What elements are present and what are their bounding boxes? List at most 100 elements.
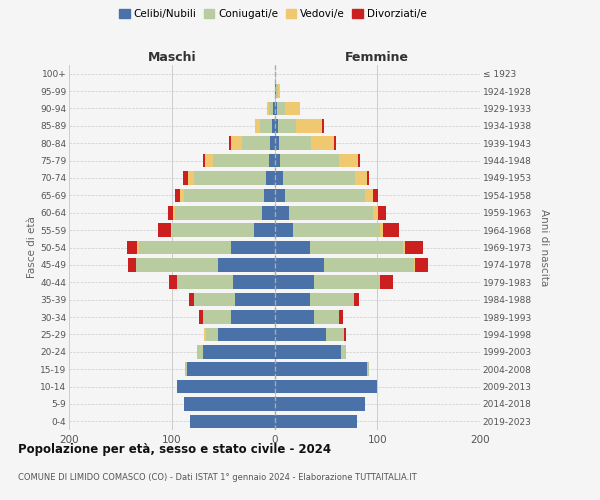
Bar: [127, 240, 137, 254]
Bar: [314, 310, 339, 324]
Bar: [275, 380, 377, 394]
Bar: [365, 188, 373, 202]
Bar: [275, 84, 278, 98]
Bar: [218, 328, 275, 341]
Bar: [367, 362, 369, 376]
Bar: [175, 206, 262, 220]
Bar: [136, 258, 218, 272]
Bar: [137, 240, 139, 254]
Bar: [373, 188, 378, 202]
Bar: [275, 328, 326, 341]
Bar: [184, 397, 275, 410]
Bar: [187, 362, 275, 376]
Bar: [188, 171, 194, 185]
Bar: [278, 136, 311, 150]
Bar: [341, 345, 346, 358]
Bar: [293, 224, 380, 237]
Bar: [235, 293, 275, 306]
Bar: [289, 206, 373, 220]
Bar: [275, 188, 285, 202]
Y-axis label: Fasce di età: Fasce di età: [27, 216, 37, 278]
Bar: [183, 171, 188, 185]
Bar: [275, 206, 289, 220]
Bar: [277, 102, 285, 115]
Bar: [255, 119, 260, 132]
Bar: [172, 224, 254, 237]
Bar: [275, 310, 314, 324]
Bar: [184, 188, 264, 202]
Bar: [383, 224, 399, 237]
Bar: [203, 154, 205, 168]
Bar: [205, 154, 213, 168]
Bar: [275, 136, 278, 150]
Bar: [367, 171, 369, 185]
Bar: [199, 310, 203, 324]
Bar: [232, 136, 242, 150]
Bar: [405, 240, 424, 254]
Bar: [373, 206, 378, 220]
Bar: [285, 188, 365, 202]
Bar: [380, 276, 392, 289]
Bar: [310, 240, 403, 254]
Bar: [355, 171, 367, 185]
Bar: [314, 276, 380, 289]
Bar: [177, 276, 233, 289]
Bar: [232, 240, 275, 254]
Bar: [167, 206, 173, 220]
Bar: [269, 154, 275, 168]
Bar: [275, 414, 356, 428]
Bar: [275, 345, 341, 358]
Bar: [264, 188, 275, 202]
Bar: [275, 224, 293, 237]
Bar: [262, 206, 275, 220]
Bar: [310, 293, 353, 306]
Bar: [272, 119, 275, 132]
Bar: [275, 258, 324, 272]
Bar: [278, 119, 296, 132]
Bar: [285, 102, 300, 115]
Bar: [203, 345, 275, 358]
Bar: [269, 102, 274, 115]
Bar: [378, 206, 386, 220]
Bar: [275, 240, 310, 254]
Bar: [414, 258, 415, 272]
Text: Maschi: Maschi: [148, 51, 196, 64]
Bar: [171, 224, 172, 237]
Bar: [190, 414, 275, 428]
Bar: [169, 276, 177, 289]
Bar: [403, 240, 405, 254]
Bar: [283, 171, 355, 185]
Bar: [128, 258, 136, 272]
Bar: [275, 276, 314, 289]
Bar: [206, 328, 218, 341]
Bar: [203, 328, 206, 341]
Bar: [185, 362, 187, 376]
Bar: [173, 206, 175, 220]
Bar: [266, 171, 275, 185]
Bar: [203, 310, 232, 324]
Bar: [280, 154, 339, 168]
Bar: [158, 224, 171, 237]
Bar: [353, 293, 359, 306]
Bar: [242, 136, 271, 150]
Bar: [260, 119, 272, 132]
Y-axis label: Anni di nascita: Anni di nascita: [539, 209, 548, 286]
Bar: [229, 136, 232, 150]
Bar: [339, 154, 358, 168]
Bar: [275, 397, 365, 410]
Bar: [275, 119, 278, 132]
Bar: [344, 328, 346, 341]
Bar: [254, 224, 275, 237]
Bar: [278, 84, 280, 98]
Bar: [139, 240, 232, 254]
Text: Popolazione per età, sesso e stato civile - 2024: Popolazione per età, sesso e stato civil…: [18, 442, 331, 456]
Bar: [275, 171, 283, 185]
Bar: [339, 310, 343, 324]
Bar: [415, 258, 428, 272]
Bar: [296, 119, 322, 132]
Text: COMUNE DI LIMIDO COMASCO (CO) - Dati ISTAT 1° gennaio 2024 - Elaborazione TUTTAI: COMUNE DI LIMIDO COMASCO (CO) - Dati IST…: [18, 472, 417, 482]
Bar: [358, 154, 360, 168]
Bar: [175, 188, 180, 202]
Bar: [232, 310, 275, 324]
Text: Femmine: Femmine: [345, 51, 409, 64]
